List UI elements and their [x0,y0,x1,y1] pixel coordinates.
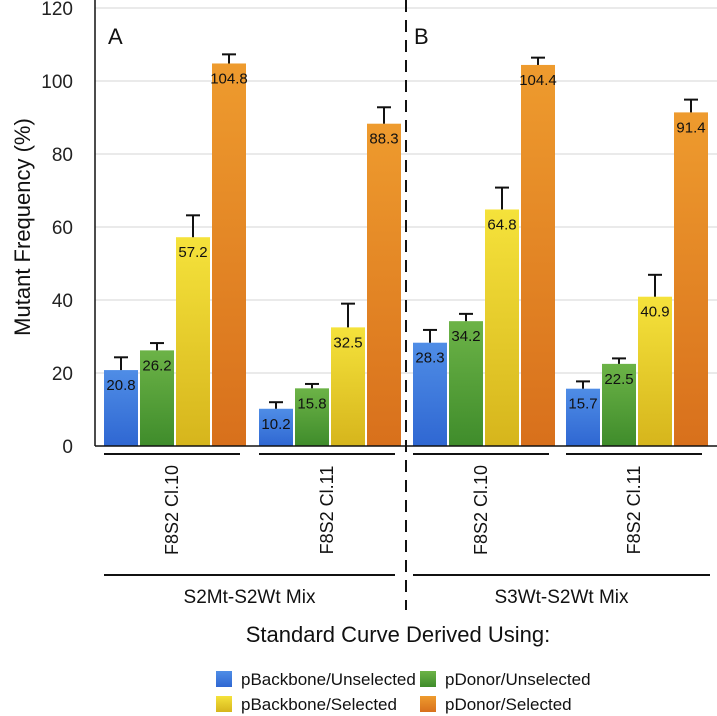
legend-label: pBackbone/Selected [241,695,397,714]
bar [259,408,293,446]
group-label: S2Mt-S2Wt Mix [184,587,316,608]
bar-value-label: 40.9 [640,304,669,321]
y-tick-label: 60 [52,218,73,239]
bar-value-label: 88.3 [369,131,398,148]
legend-swatch [420,696,436,712]
bar [485,209,519,446]
bar-value-label: 28.3 [415,350,444,367]
bar [566,388,600,446]
bar [331,327,365,446]
category-label: F8S2 Cl.10 [471,465,491,555]
y-tick-label: 120 [41,0,73,20]
category-label: F8S2 Cl.10 [162,465,182,555]
legend-swatch [420,671,436,687]
bar [104,370,138,446]
error-bars [114,53,698,409]
y-tick-label: 40 [52,291,73,312]
bar-value-label: 20.8 [106,377,135,394]
bar [638,296,672,446]
category-label: F8S2 Cl.11 [317,466,337,555]
bar-value-label: 22.5 [604,371,633,388]
bar-value-label: 57.2 [178,244,207,261]
bar-value-label: 104.4 [519,72,557,89]
legend-label: pBackbone/Unselected [241,670,416,689]
bar [413,342,447,446]
bar [140,350,174,446]
bar [602,363,636,446]
bar [295,388,329,446]
x-axis-title: Standard Curve Derived Using: [246,622,550,647]
y-tick-label: 80 [52,145,73,166]
bar-value-label: 10.2 [261,416,290,433]
bar [176,237,210,446]
bar-value-label: 15.8 [297,395,326,412]
bar-value-label: 34.2 [451,328,480,345]
bar-value-label: 26.2 [142,357,171,374]
bars [104,63,708,446]
bar-value-labels: 20.8 26.2 57.2 104.8 10.2 15.8 32.5 88.3 28.3 34.… [106,70,705,432]
legend-label: pDonor/Unselected [445,670,591,689]
axes [94,0,717,610]
legend-label: pDonor/Selected [445,695,572,714]
bar [367,123,401,446]
y-axis-title: Mutant Frequency (%) [10,118,35,336]
y-axis-ticks: 0 20 40 60 80 100 120 [41,0,73,458]
group-label: S3Wt-S2Wt Mix [494,587,629,608]
legend: pBackbone/Unselected pDonor/Unselected pBa… [216,670,591,714]
chart-text: F8S2 Cl.10 F8S2 Cl.11 S2Mt-S2Wt Mix A F8S2 C… [10,24,644,647]
bar-value-label: 32.5 [333,334,362,351]
bar [449,321,483,446]
panel-letter: B [414,24,429,49]
bar [674,112,708,446]
legend-swatch [216,671,232,687]
y-tick-label: 100 [41,72,73,93]
bar-value-label: 15.7 [568,396,597,413]
category-label: F8S2 Cl.11 [624,466,644,555]
legend-swatch [216,696,232,712]
bar [212,63,246,446]
bar-value-label: 64.8 [487,216,516,233]
bar [521,64,555,446]
panel-letter: A [108,24,123,49]
y-tick-label: 20 [52,364,73,385]
bar-value-label: 91.4 [676,119,705,136]
bar-value-label: 104.8 [210,70,248,87]
y-tick-label: 0 [62,437,73,458]
